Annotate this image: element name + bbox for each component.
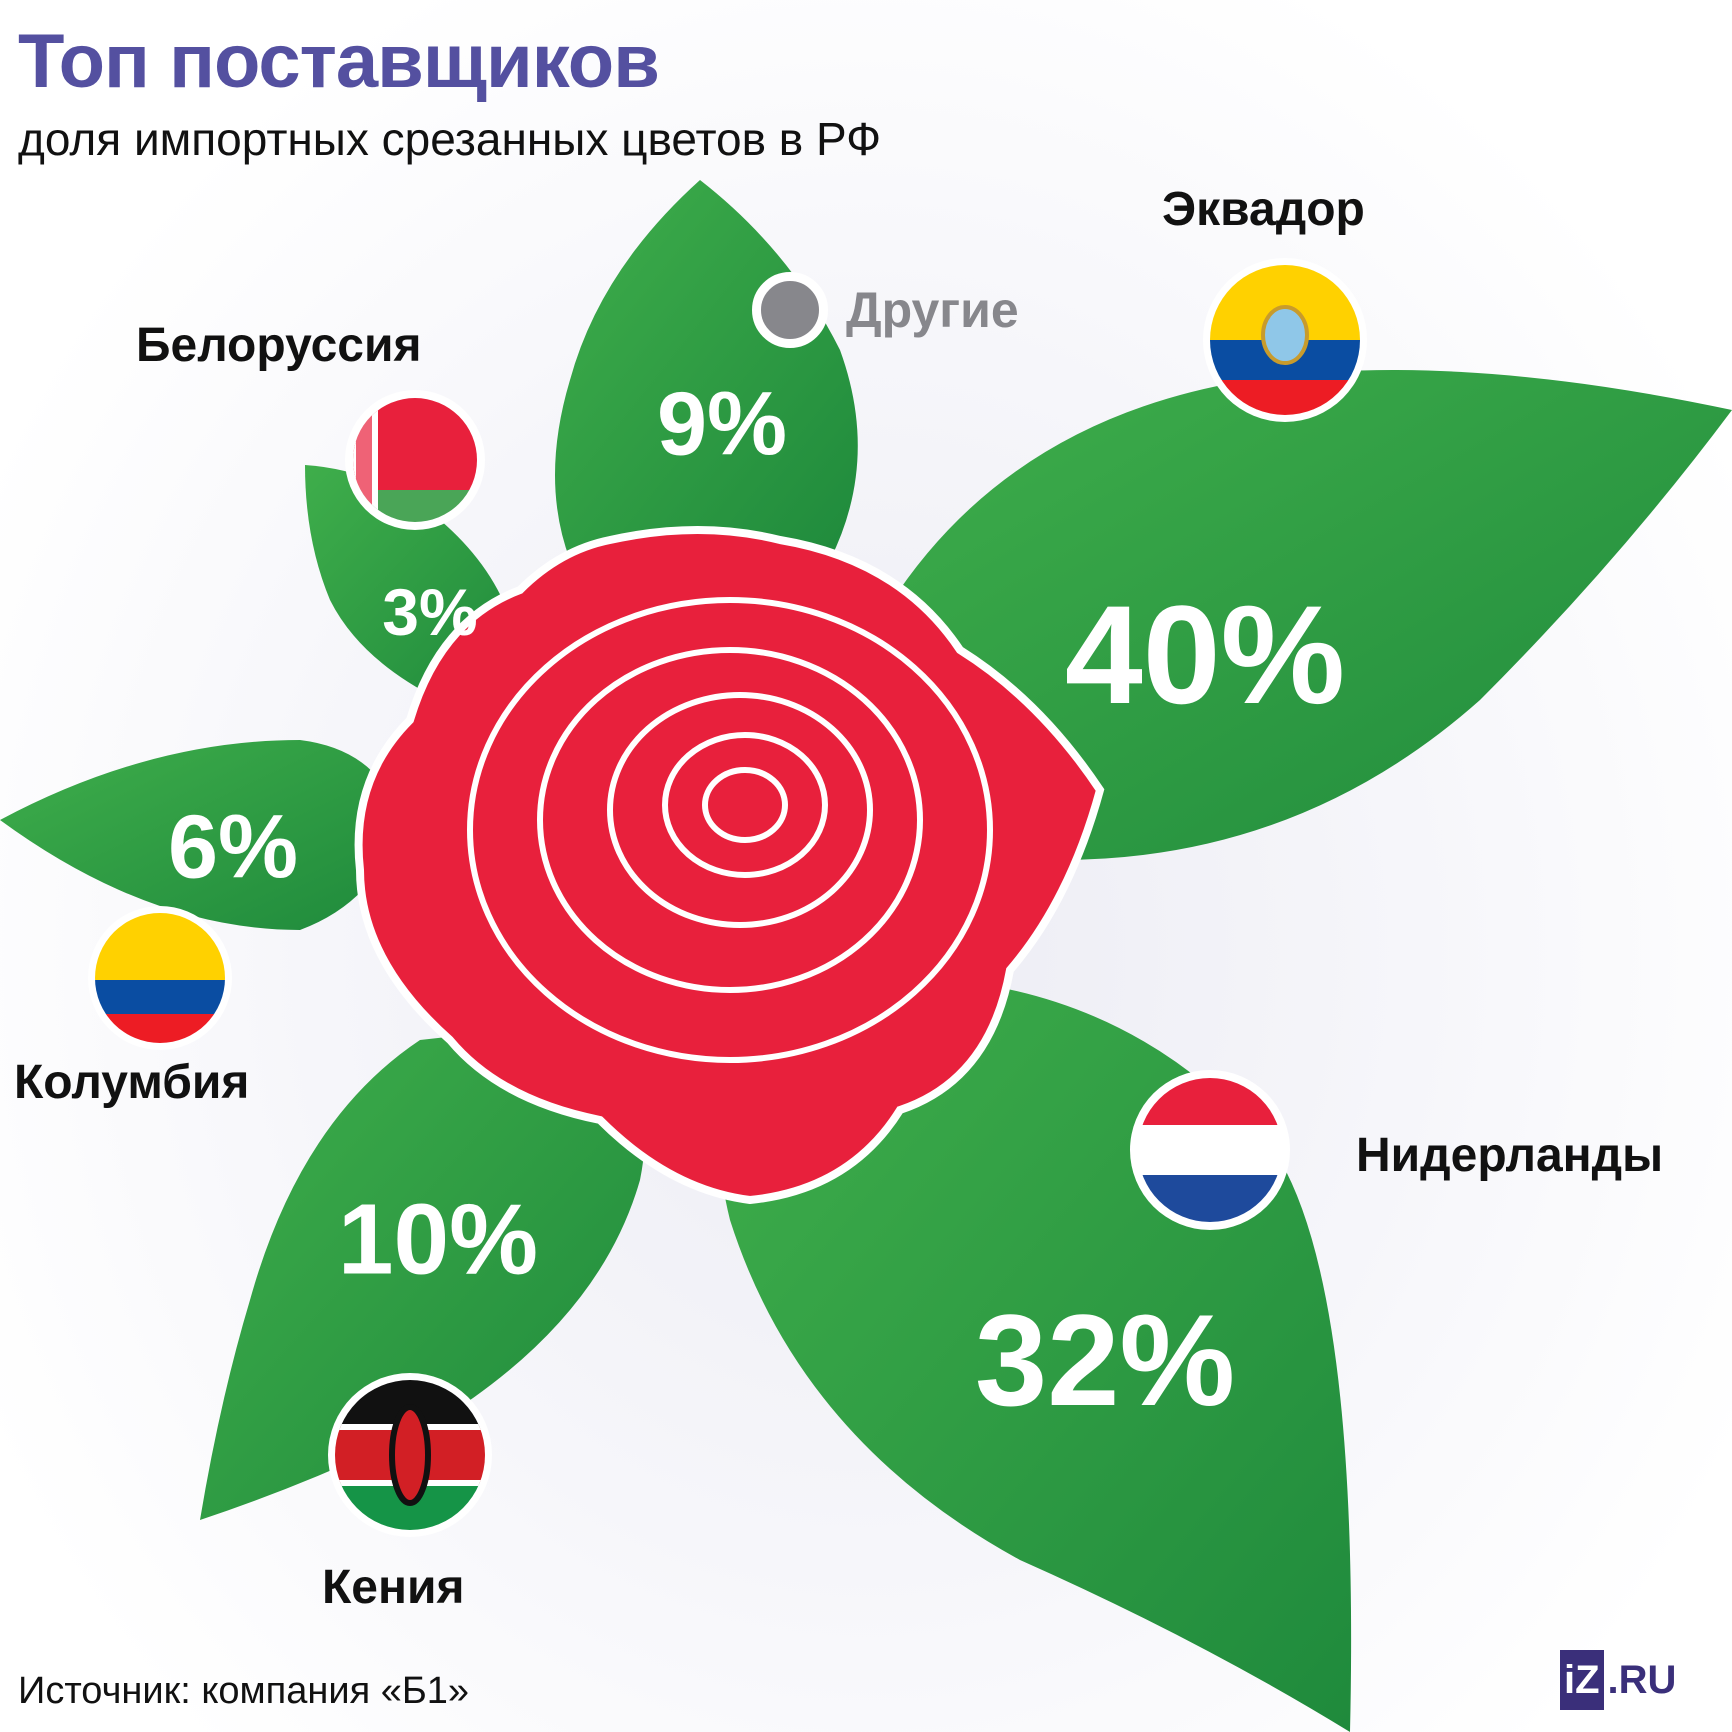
label-kenya: Кения — [322, 1561, 465, 1614]
page-title: Топ поставщиков — [18, 19, 660, 104]
leaf-kenya — [200, 1020, 645, 1520]
share-belarus: 3% — [382, 575, 478, 649]
ecuador-flag — [1203, 258, 1367, 422]
share-others: 9% — [656, 374, 788, 475]
leaf-others — [555, 180, 858, 560]
grey-dot-icon — [752, 272, 828, 348]
share-colombia: 6% — [167, 797, 299, 898]
kenya-flag — [328, 1373, 492, 1537]
label-belarus: Белоруссия — [136, 319, 422, 372]
share-ecuador: 40% — [1064, 576, 1346, 733]
label-ecuador: Эквадор — [1162, 183, 1365, 236]
page-subtitle: доля импортных срезанных цветов в РФ — [18, 113, 882, 165]
logo-ru: .RU — [1607, 1657, 1677, 1702]
label-netherlands: Нидерланды — [1356, 1129, 1664, 1182]
netherlands-flag — [1130, 1070, 1290, 1230]
iz-logo[interactable]: iZ .RU — [1560, 1650, 1676, 1710]
label-others: Другие — [846, 282, 1019, 338]
label-colombia: Колумбия — [14, 1056, 250, 1109]
leaf-ecuador — [880, 370, 1732, 860]
belarus-flag — [345, 390, 485, 530]
share-netherlands: 32% — [974, 1287, 1236, 1433]
source-note: Источник: компания «Б1» — [18, 1670, 470, 1712]
rose — [354, 526, 1105, 1205]
leaf-colombia — [0, 740, 400, 930]
logo-iz: iZ — [1560, 1650, 1604, 1710]
colombia-flag — [88, 906, 232, 1050]
share-kenya: 10% — [337, 1183, 539, 1296]
others-legend: Другие — [752, 272, 1019, 348]
